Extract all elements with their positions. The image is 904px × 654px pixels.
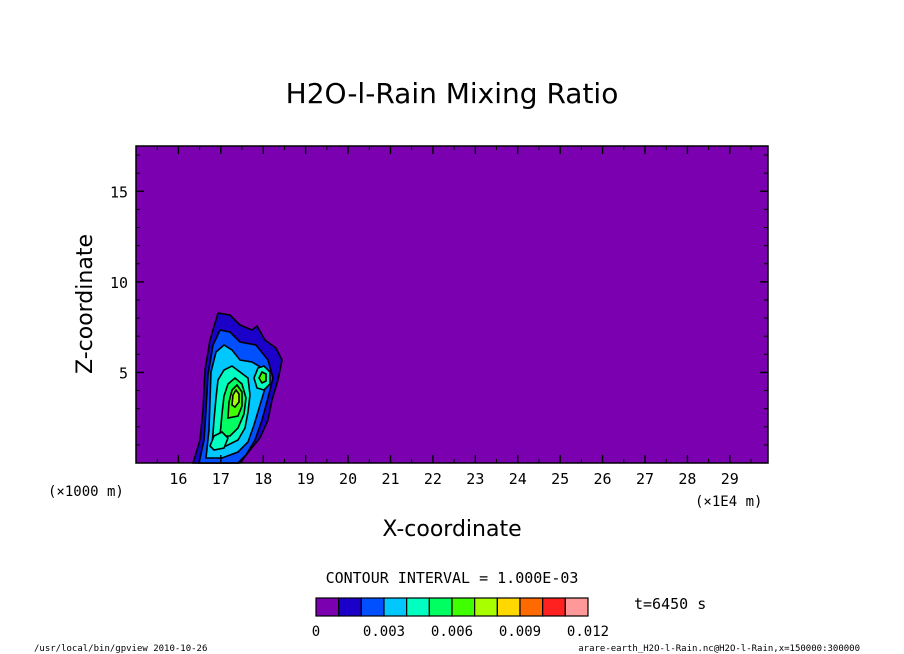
x-unit-left-label: (×1000 m) <box>48 484 124 500</box>
colorbar-swatch <box>564 597 589 617</box>
x-tick-label: 19 <box>297 470 315 488</box>
y-axis: 5 10 15 <box>110 154 768 446</box>
colorbar-swatch <box>315 597 340 617</box>
x-tick-label: 21 <box>381 470 399 488</box>
colorbar-swatch <box>428 597 453 617</box>
x-axis-title: X-coordinate <box>382 517 521 542</box>
colorbar-label: 0.012 <box>567 624 609 640</box>
y-axis-title: Z-coordinate <box>73 234 98 374</box>
colorbar-swatch <box>519 597 544 617</box>
colorbar-swatch <box>451 597 476 617</box>
x-tick-label: 29 <box>721 470 739 488</box>
contour-level-7 <box>231 388 240 409</box>
x-tick-label: 27 <box>636 470 654 488</box>
colorbar-swatch <box>496 597 521 617</box>
colorbar-label: 0.006 <box>431 624 473 640</box>
x-tick-label: 22 <box>424 470 442 488</box>
chart-title: H2O-l-Rain Mixing Ratio <box>286 77 619 110</box>
colorbar-swatch <box>360 597 385 617</box>
x-tick-label: 23 <box>466 470 484 488</box>
colorbar <box>315 597 589 617</box>
y-tick-label: 5 <box>119 364 128 382</box>
contour-secondary-core <box>258 370 267 385</box>
colorbar-swatch <box>406 597 430 617</box>
colorbar-swatch <box>474 597 498 617</box>
x-tick-label: 17 <box>212 470 230 488</box>
footer-right: arare-earth_H2O-l-Rain.nc@H2O-l-Rain,x=1… <box>578 644 860 654</box>
colorbar-label: 0 <box>312 624 320 640</box>
colorbar-swatch <box>542 597 566 617</box>
y-tick-label: 15 <box>110 183 128 201</box>
x-tick-label: 20 <box>339 470 357 488</box>
x-tick-label: 26 <box>594 470 612 488</box>
x-tick-label: 16 <box>169 470 187 488</box>
x-unit-right-label: (×1E4 m) <box>695 494 762 510</box>
contour-low-cell <box>209 431 229 451</box>
x-tick-label: 18 <box>254 470 272 488</box>
x-tick-label: 25 <box>551 470 569 488</box>
colorbar-label: 0.003 <box>363 624 405 640</box>
colorbar-swatch <box>383 597 408 617</box>
time-label: t=6450 s <box>634 595 706 613</box>
y-tick-label: 10 <box>110 274 128 292</box>
colorbar-swatch <box>338 597 362 617</box>
colorbar-label: 0.009 <box>499 624 541 640</box>
footer-left: /usr/local/bin/gpview 2010-10-26 <box>34 644 207 654</box>
colorbar-labels: 0 0.003 0.006 0.009 0.012 <box>312 624 609 640</box>
x-tick-label: 28 <box>678 470 696 488</box>
x-axis: 16 17 18 19 20 21 22 23 24 25 26 27 28 29 <box>156 146 752 488</box>
x-tick-label: 24 <box>509 470 527 488</box>
contour-interval-text: CONTOUR INTERVAL = 1.000E-03 <box>326 569 579 587</box>
plot-frame <box>135 145 769 464</box>
rain-cell-contours <box>191 312 283 464</box>
